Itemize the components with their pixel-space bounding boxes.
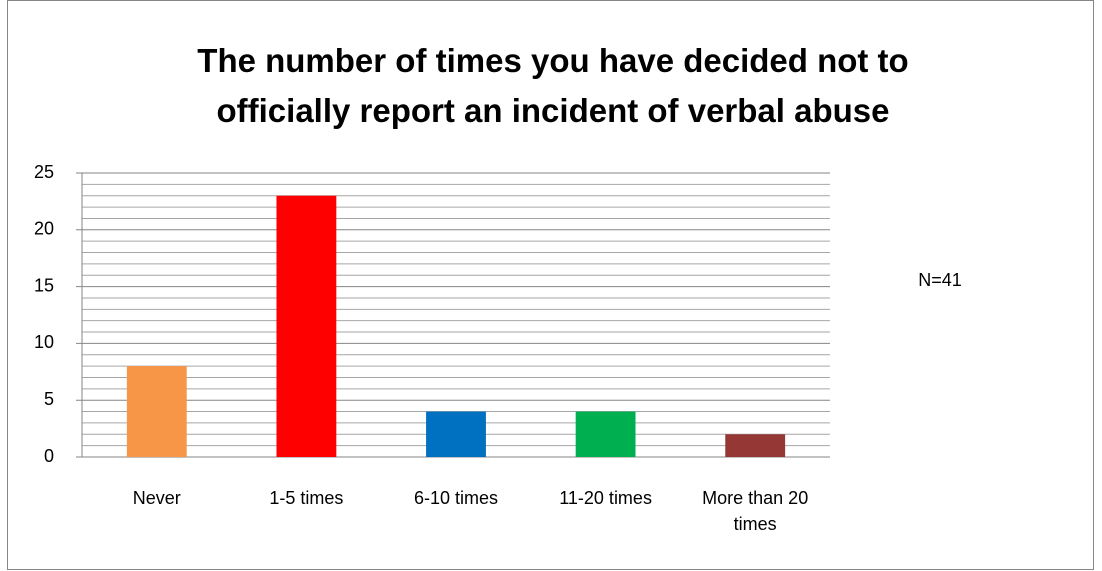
bar	[276, 195, 337, 457]
bar	[575, 411, 636, 457]
x-tick-label: 11-20 times	[559, 488, 652, 508]
y-tick-label: 0	[44, 446, 54, 466]
chart-title: The number of times you have decided not…	[197, 42, 909, 129]
x-tick-label: 1-5 times	[269, 488, 344, 508]
x-tick-label: Never	[132, 488, 181, 508]
annotation: N=41	[918, 270, 962, 290]
y-tick-label: 20	[34, 219, 54, 239]
x-tick-label: 6-10 times	[413, 488, 499, 508]
bar	[725, 434, 786, 457]
y-tick-label: 25	[34, 162, 54, 182]
bar	[126, 366, 187, 457]
bar	[426, 411, 486, 457]
chart-border	[7, 0, 1094, 570]
x-tick-label: More than 20 times	[702, 488, 809, 534]
y-tick-label: 15	[34, 275, 54, 295]
y-tick-label: 10	[34, 332, 54, 352]
y-tick-label: 5	[44, 389, 54, 409]
